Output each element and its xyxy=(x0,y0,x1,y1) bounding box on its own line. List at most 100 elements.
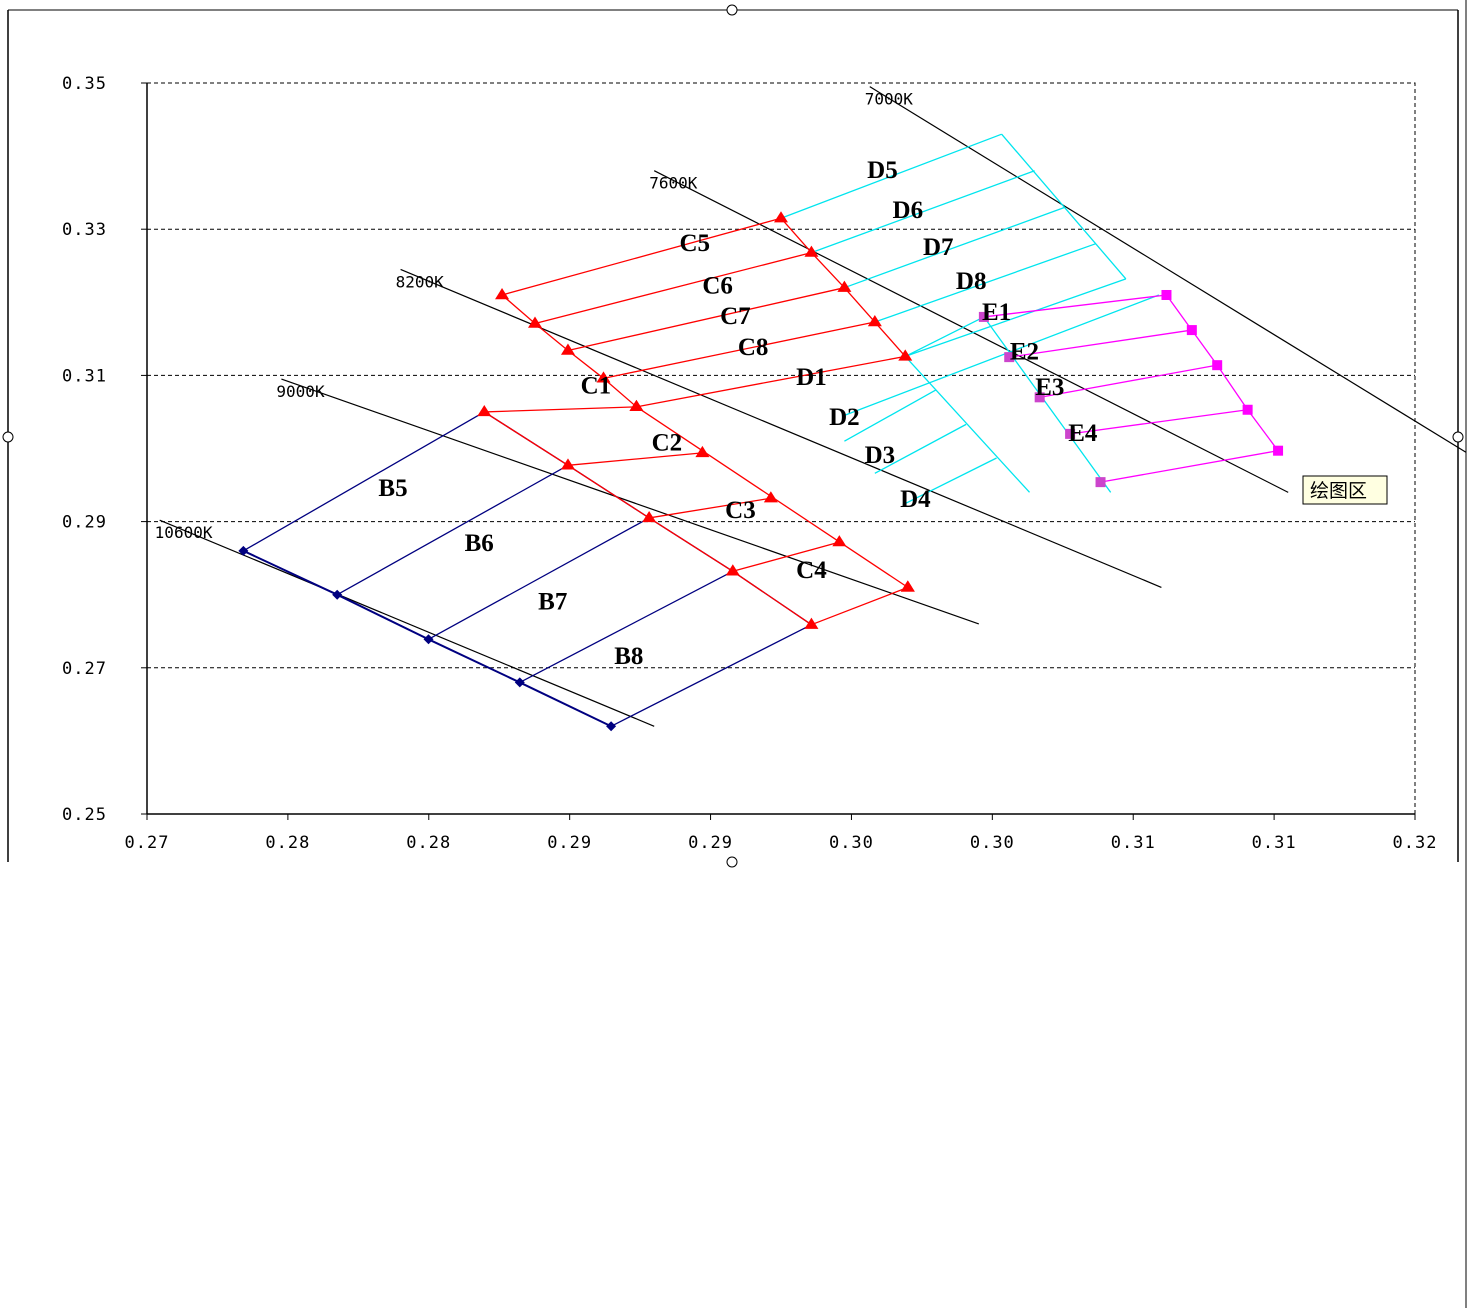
bin-edge xyxy=(843,287,876,323)
square-marker xyxy=(978,311,989,322)
bin-edge xyxy=(567,464,650,519)
triangle-marker xyxy=(804,617,819,629)
square-marker xyxy=(1004,352,1015,363)
y-tick-label: 0.31 xyxy=(62,366,107,386)
bin-edge xyxy=(649,497,771,519)
bin-edge xyxy=(905,278,1127,358)
square-marker xyxy=(1212,360,1223,371)
bin-edge xyxy=(636,355,906,408)
bin-edge xyxy=(603,377,637,408)
x-tick-label: 0.29 xyxy=(688,833,733,853)
bin-label: C8 xyxy=(738,334,769,361)
triangle-marker xyxy=(804,245,819,257)
bin-label: C3 xyxy=(725,497,756,524)
square-marker xyxy=(1242,404,1253,415)
x-tick-label: 0.32 xyxy=(1393,833,1438,853)
bin-edge xyxy=(1191,329,1218,366)
triangle-marker xyxy=(725,564,740,576)
bin-edge xyxy=(610,624,812,727)
y-tick-label: 0.25 xyxy=(62,805,107,825)
bin-edge xyxy=(902,457,997,506)
bin-edge xyxy=(1247,409,1279,452)
bin-edge xyxy=(648,517,734,572)
bin-edge xyxy=(983,316,1112,493)
bin-edge xyxy=(904,355,1031,493)
tooltip-label: 绘图区 xyxy=(1310,480,1367,502)
x-tick-label: 0.29 xyxy=(547,833,592,853)
y-tick-label: 0.33 xyxy=(62,220,107,240)
bin-edge xyxy=(811,586,909,626)
bin-edge xyxy=(1100,450,1279,483)
x-tick-label: 0.27 xyxy=(125,833,170,853)
triangle-marker xyxy=(763,491,778,503)
bin-edge xyxy=(780,133,1002,219)
gridlines xyxy=(147,228,1415,669)
bin-edge xyxy=(243,411,485,552)
triangle-marker xyxy=(695,445,710,458)
triangle-marker xyxy=(900,580,915,592)
bin-edge xyxy=(567,452,703,466)
square-marker xyxy=(1161,289,1172,300)
cct-line xyxy=(281,378,980,625)
bin-edge xyxy=(874,243,1096,323)
bin-edge xyxy=(732,541,840,572)
bin-edge xyxy=(428,638,521,684)
bin-label: C5 xyxy=(679,230,710,257)
x-tick-label: 0.28 xyxy=(265,833,310,853)
cct-label: 10600K xyxy=(155,523,213,542)
bin-edge xyxy=(534,251,812,325)
x-tick-label: 0.30 xyxy=(829,833,874,853)
bin-edge xyxy=(810,252,845,289)
triangle-marker xyxy=(837,280,852,292)
bin-edge xyxy=(844,206,1066,289)
bin-edge xyxy=(874,423,967,474)
diamond-marker xyxy=(423,634,434,645)
bin-edge xyxy=(242,549,338,596)
diamond-marker xyxy=(238,545,249,556)
resize-handle-left[interactable] xyxy=(2,431,14,443)
diamond-marker xyxy=(514,677,525,688)
resize-handle-right[interactable] xyxy=(1452,431,1464,443)
bin-label: C2 xyxy=(652,430,683,457)
x-axis-ticks: 0.27 0.28 0.28 0.29 0.29 0.30 0.30 0.31 0.31 0.32 xyxy=(125,814,1438,853)
bin-label: D6 xyxy=(893,197,924,224)
triangle-marker xyxy=(477,404,492,417)
bin-edge xyxy=(1070,409,1248,435)
triangle-marker xyxy=(642,510,657,523)
bin-edge xyxy=(1001,133,1127,280)
bin-edge xyxy=(841,294,1160,417)
diamond-marker xyxy=(332,589,343,600)
bin-edge xyxy=(484,406,637,413)
square-marker xyxy=(1273,445,1284,456)
bin-edge xyxy=(519,681,612,728)
bin-edge xyxy=(428,517,650,640)
bin-label: C4 xyxy=(796,557,827,584)
cct-label: 9000K xyxy=(276,382,325,401)
bin-label: B5 xyxy=(378,475,407,502)
bin-edge xyxy=(534,322,569,352)
x-tick-label: 0.31 xyxy=(1252,833,1297,853)
triangle-marker xyxy=(560,458,575,470)
bin-label: E2 xyxy=(1010,338,1039,365)
bin-edge xyxy=(904,316,985,357)
bin-label: E1 xyxy=(982,299,1011,326)
bin-edge xyxy=(336,464,569,596)
resize-handle-bottom[interactable] xyxy=(726,856,738,868)
bin-label: B7 xyxy=(538,588,567,615)
bin-edge xyxy=(780,217,812,254)
square-marker xyxy=(1065,428,1076,439)
cct-label: 7000K xyxy=(865,90,914,109)
cct-label: 8200K xyxy=(396,272,445,291)
cct-line xyxy=(869,86,1467,453)
triangle-marker xyxy=(867,315,882,327)
bin-edge xyxy=(567,287,845,352)
y-tick-label: 0.35 xyxy=(62,74,107,94)
bin-outlines xyxy=(242,133,1279,728)
bin-edge xyxy=(874,321,906,357)
resize-handle-top[interactable] xyxy=(726,4,738,16)
bin-label: E3 xyxy=(1035,374,1064,401)
square-marker xyxy=(1034,392,1045,403)
plot-area[interactable] xyxy=(146,82,1416,815)
